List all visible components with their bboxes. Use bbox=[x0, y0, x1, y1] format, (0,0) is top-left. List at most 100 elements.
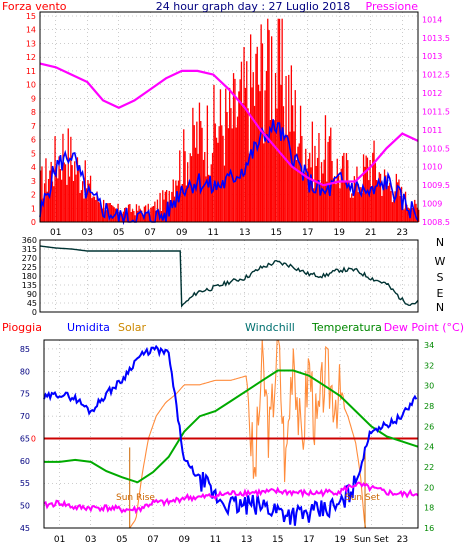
wind-y-tick: 6 bbox=[31, 136, 36, 145]
wind-gust-bar bbox=[64, 164, 67, 222]
wind-gust-bar bbox=[139, 209, 142, 222]
temperature-y-tick: 20 bbox=[424, 483, 434, 492]
wind-gust-bar bbox=[229, 87, 231, 223]
humidity-y-tick: 45 bbox=[20, 524, 30, 533]
pressure-y-tick: 1008.5 bbox=[422, 218, 450, 227]
wind-gust-bar bbox=[242, 103, 244, 222]
pressure-y-tick: 1013.5 bbox=[422, 34, 450, 43]
wind-gust-bar bbox=[348, 181, 350, 222]
temperature-y-tick: 16 bbox=[424, 524, 434, 533]
compass-w-label: W bbox=[435, 255, 446, 268]
wind-gust-bar bbox=[66, 184, 68, 222]
wind-gust-bar bbox=[281, 18, 283, 223]
wind-gust-bar bbox=[373, 140, 375, 222]
wind-gust-bar bbox=[332, 178, 335, 222]
wind-y-tick: 3 bbox=[31, 177, 36, 186]
wind-gust-bar bbox=[76, 157, 79, 222]
wind-gust-bar bbox=[194, 147, 197, 222]
wind-gust-bar bbox=[377, 181, 379, 222]
wind-gust-bar bbox=[189, 153, 191, 222]
wind-gust-bar bbox=[326, 181, 328, 222]
wind-x-tick: 19 bbox=[334, 228, 346, 238]
wind-gust-bar bbox=[316, 157, 319, 222]
humidity-y-tick: 80 bbox=[20, 367, 30, 376]
wind-gust-bar bbox=[83, 198, 85, 222]
wind-gust-bar bbox=[169, 203, 172, 222]
wind-gust-bar bbox=[263, 143, 265, 222]
wind-gust-bar bbox=[412, 208, 415, 222]
wind-gust-bar bbox=[386, 185, 388, 222]
wind-gust-bar bbox=[232, 73, 235, 222]
wind-chart: 01234567891011121314151008.510091009.510… bbox=[26, 11, 450, 238]
wind-gust-bar bbox=[59, 168, 62, 222]
wind-gust-bar bbox=[134, 215, 136, 222]
wind-gust-bar bbox=[146, 213, 148, 222]
wind-gust-bar bbox=[322, 173, 324, 222]
wind-gust-bar bbox=[133, 211, 135, 222]
wind-y-tick: 12 bbox=[26, 53, 36, 62]
wind-gust-bar bbox=[290, 65, 293, 223]
wind-gust-bar bbox=[268, 30, 270, 222]
temperature-y-tick: 32 bbox=[424, 361, 434, 370]
wind-gust-bar bbox=[67, 128, 69, 222]
wind-gust-bar bbox=[259, 91, 261, 222]
wind-gust-bar bbox=[225, 88, 227, 222]
wind-gust-bar bbox=[62, 133, 64, 222]
wind-gust-bar bbox=[116, 209, 118, 222]
humidity-y-tick: 65 bbox=[20, 434, 30, 443]
legend-dewpoint: Dew Point (°C) bbox=[384, 321, 464, 334]
wind-gust-bar bbox=[255, 53, 257, 222]
wind-gust-bar bbox=[330, 127, 332, 222]
pressure-y-tick: 1012 bbox=[422, 89, 442, 98]
weather-x-tick: Sun Set bbox=[354, 535, 389, 545]
wind-gust-bar bbox=[337, 173, 340, 222]
wind-gust-bar bbox=[211, 152, 214, 222]
wind-gust-bar bbox=[99, 202, 101, 222]
direction-frame bbox=[39, 239, 419, 313]
wind-gust-bar bbox=[278, 18, 281, 222]
wind-gust-bar bbox=[80, 190, 83, 222]
wind-gust-bar bbox=[361, 193, 363, 222]
humidity-y-tick: 85 bbox=[20, 345, 30, 354]
wind-gust-bar bbox=[213, 84, 215, 223]
compass-e-label: E bbox=[437, 287, 444, 300]
wind-x-tick: 05 bbox=[113, 228, 124, 238]
wind-gust-bar bbox=[95, 200, 97, 222]
wind-x-tick: 17 bbox=[302, 228, 313, 238]
wind-gust-bar bbox=[74, 161, 76, 222]
wind-gust-bar bbox=[58, 156, 60, 222]
wind-gust-bar bbox=[339, 188, 341, 222]
wind-gust-bar bbox=[269, 120, 272, 222]
wind-gust-bar bbox=[411, 208, 413, 222]
wind-gust-bar bbox=[204, 152, 206, 222]
pressure-y-tick: 1013 bbox=[422, 52, 442, 61]
wind-gust-bar bbox=[267, 18, 269, 223]
wind-gust-bar bbox=[151, 206, 153, 222]
wind-gust-bar bbox=[192, 107, 194, 222]
wind-gust-bar bbox=[183, 129, 185, 222]
wind-gust-bar bbox=[273, 120, 275, 222]
wind-y-tick: 2 bbox=[31, 191, 36, 200]
wind-gust-bar bbox=[406, 204, 408, 222]
wind-gust-bar bbox=[351, 193, 353, 222]
wind-gust-bar bbox=[293, 131, 295, 222]
wind-gust-bar bbox=[79, 193, 81, 222]
wind-gust-bar bbox=[387, 185, 390, 222]
pressure-y-tick: 1009.5 bbox=[422, 181, 450, 190]
weather-frame bbox=[43, 339, 419, 529]
wind-gust-bar bbox=[71, 165, 73, 222]
wind-gust-bar bbox=[353, 176, 356, 222]
pressure-y-tick: 1011.5 bbox=[422, 107, 450, 116]
sunrise-label: Sun Rise bbox=[116, 493, 155, 503]
wind-gust-bar bbox=[138, 205, 140, 222]
weather-x-tick: 13 bbox=[241, 535, 252, 545]
wind-gust-bar bbox=[45, 158, 47, 222]
wind-x-tick: 15 bbox=[271, 228, 282, 238]
wind-gust-bar bbox=[112, 205, 114, 222]
wind-x-tick: 09 bbox=[176, 228, 188, 238]
wind-gust-bar bbox=[41, 166, 43, 222]
weather-x-tick: 01 bbox=[54, 535, 65, 545]
wind-gust-bar bbox=[418, 209, 420, 222]
weather-x-tick: 19 bbox=[334, 535, 346, 545]
